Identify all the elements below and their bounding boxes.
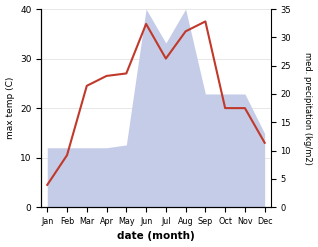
Y-axis label: max temp (C): max temp (C)	[5, 77, 15, 139]
X-axis label: date (month): date (month)	[117, 231, 195, 242]
Y-axis label: med. precipitation (kg/m2): med. precipitation (kg/m2)	[303, 52, 313, 165]
